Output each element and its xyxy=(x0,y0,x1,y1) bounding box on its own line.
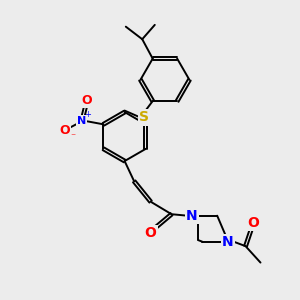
Text: S: S xyxy=(139,110,149,124)
Text: O: O xyxy=(145,226,157,240)
Text: O: O xyxy=(59,124,70,137)
Text: ⁻: ⁻ xyxy=(70,133,76,142)
Text: +: + xyxy=(84,110,91,119)
Text: O: O xyxy=(81,94,92,107)
Text: N: N xyxy=(222,235,233,249)
Text: O: O xyxy=(247,216,259,230)
Text: N: N xyxy=(77,116,86,126)
Text: N: N xyxy=(186,209,198,223)
